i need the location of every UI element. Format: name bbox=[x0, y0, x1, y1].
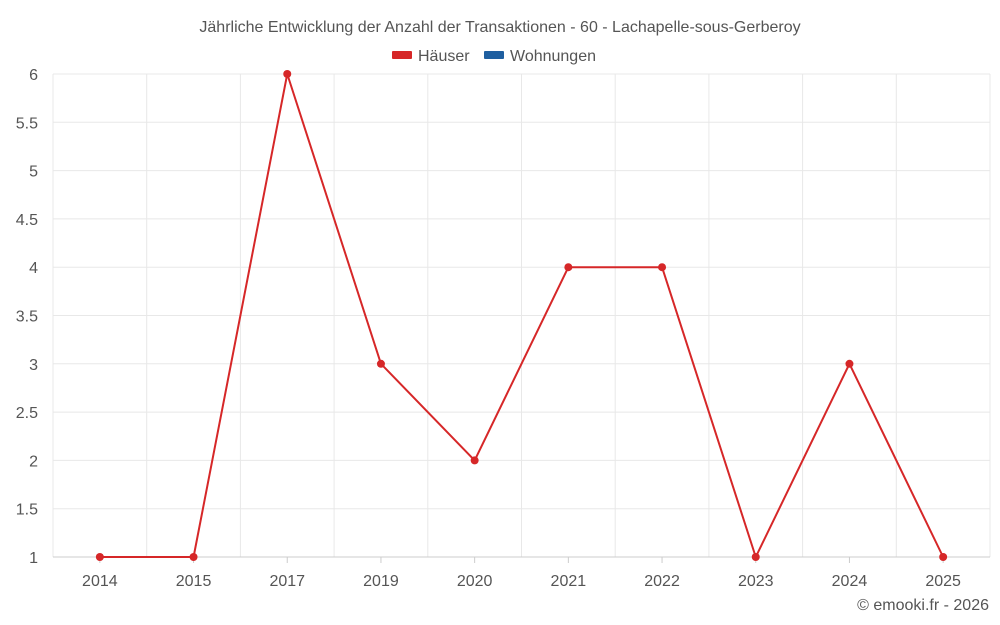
x-tick-label: 2021 bbox=[551, 573, 587, 590]
data-point[interactable] bbox=[658, 263, 667, 272]
legend-swatch-wohnungen bbox=[484, 51, 504, 59]
y-tick-label: 3.5 bbox=[16, 309, 38, 326]
legend: Häuser Wohnungen bbox=[392, 48, 596, 65]
y-tick-label: 6 bbox=[29, 67, 38, 84]
x-tick-label: 2025 bbox=[925, 573, 961, 590]
data-point[interactable] bbox=[189, 553, 198, 561]
legend-swatch-haeuser bbox=[392, 51, 412, 59]
x-tick-label: 2020 bbox=[457, 573, 493, 590]
y-tick-label: 5 bbox=[29, 164, 38, 181]
y-tick-label: 5.5 bbox=[16, 115, 38, 132]
x-tick-label: 2017 bbox=[269, 573, 305, 590]
credits: © emooki.fr - 2026 bbox=[857, 597, 989, 614]
data-point[interactable] bbox=[845, 359, 854, 368]
data-point[interactable] bbox=[376, 359, 385, 368]
chart-title: Jährliche Entwicklung der Anzahl der Tra… bbox=[199, 19, 800, 36]
y-tick-label: 4.5 bbox=[16, 212, 38, 229]
y-tick-label: 3 bbox=[29, 357, 38, 374]
series-line-0 bbox=[99, 73, 945, 558]
x-tick-label: 2022 bbox=[644, 573, 680, 590]
y-tick-label: 1.5 bbox=[16, 502, 38, 519]
data-point[interactable] bbox=[564, 263, 573, 272]
legend-label-haeuser: Häuser bbox=[418, 48, 470, 65]
legend-item-haeuser[interactable]: Häuser bbox=[392, 48, 470, 65]
y-tick-label: 2.5 bbox=[16, 405, 38, 422]
legend-label-wohnungen: Wohnungen bbox=[510, 48, 596, 65]
data-point[interactable] bbox=[939, 553, 948, 561]
data-point[interactable] bbox=[283, 70, 292, 78]
x-tick-label: 2014 bbox=[82, 573, 118, 590]
data-point[interactable] bbox=[751, 553, 760, 561]
x-tick-label: 2019 bbox=[363, 573, 399, 590]
y-tick-label: 1 bbox=[29, 550, 38, 567]
y-tick-label: 4 bbox=[29, 260, 38, 277]
axes: 1 1.5 2 2.5 3 3.5 4 4.5 5 5.5 6 2014 2015 2017 2019 202… bbox=[16, 67, 990, 590]
series-haeuser bbox=[95, 70, 948, 561]
legend-item-wohnungen[interactable]: Wohnungen bbox=[484, 48, 596, 65]
data-point[interactable] bbox=[95, 553, 104, 561]
y-tick-label: 2 bbox=[29, 453, 38, 470]
data-point[interactable] bbox=[470, 456, 479, 465]
x-tick-label: 2024 bbox=[832, 573, 868, 590]
grid bbox=[52, 73, 991, 557]
x-tick-label: 2015 bbox=[176, 573, 212, 590]
x-tick-label: 2023 bbox=[738, 573, 774, 590]
